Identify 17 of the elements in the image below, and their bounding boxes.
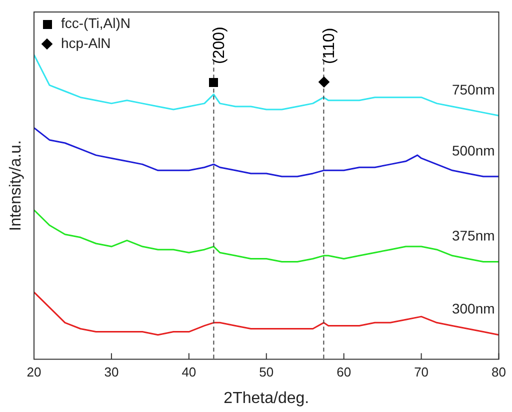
- series-label: 500nm: [452, 142, 495, 158]
- x-tick-label: 40: [182, 364, 196, 380]
- x-tick-label: 70: [414, 364, 429, 380]
- text: hcp-AlN: [61, 34, 111, 51]
- annotation: (200): [211, 26, 228, 64]
- series-label: 750nm: [452, 81, 495, 98]
- x-tick-label: 50: [259, 364, 274, 380]
- x-tick-label: 80: [492, 364, 506, 380]
- annotation: (110): [321, 28, 338, 64]
- x-tick-label: 60: [336, 364, 352, 380]
- text: fcc-(Ti,Al)N: [61, 14, 130, 31]
- y-axis-title: Intensity/a.u.: [7, 140, 24, 231]
- series-label: 300nm: [452, 300, 495, 317]
- x-axis-title: 2Theta/deg.: [224, 390, 310, 407]
- x-tick-label: 30: [104, 364, 119, 380]
- series-label: 375nm: [452, 228, 495, 244]
- x-tick-label: 20: [26, 364, 42, 380]
